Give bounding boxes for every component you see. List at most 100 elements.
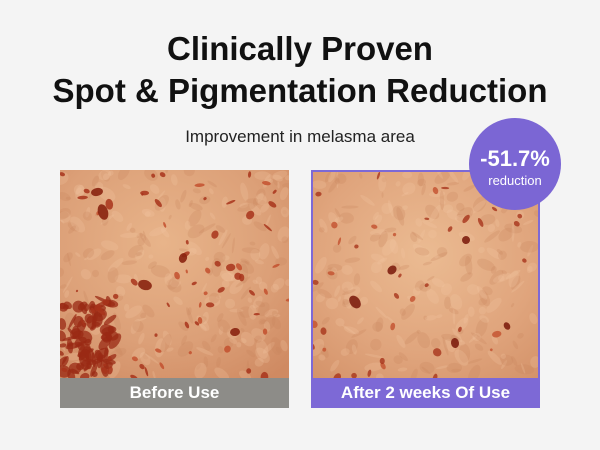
pigment-spot — [78, 343, 91, 359]
pigment-spot — [102, 173, 110, 181]
pigment-spot — [351, 329, 367, 338]
pigment-spot — [428, 229, 437, 239]
pigment-spot — [159, 172, 166, 178]
pigment-spot — [335, 318, 345, 327]
pigment-spot — [208, 188, 214, 195]
pigment-spot — [60, 336, 66, 352]
pigment-spot — [207, 180, 218, 188]
pigment-spot — [344, 257, 361, 263]
pigment-spot — [522, 258, 527, 263]
pigment-spot — [60, 219, 65, 224]
pigment-spot — [235, 263, 243, 271]
pigment-spot — [136, 233, 144, 239]
pigment-spot — [83, 188, 90, 194]
pigment-spot — [446, 362, 463, 373]
pigment-spot — [71, 325, 80, 338]
pigment-spot — [378, 231, 388, 248]
pigment-spot — [239, 260, 255, 274]
pigment-spot — [91, 321, 101, 327]
pigment-spot — [85, 206, 91, 218]
pigment-spot — [165, 170, 169, 174]
pigment-spot — [414, 247, 430, 256]
pigment-spot — [160, 333, 172, 353]
pigment-spot — [137, 237, 145, 246]
pigment-spot — [482, 286, 493, 296]
pigment-spot — [91, 175, 99, 187]
pigment-spot — [462, 214, 470, 224]
pigment-spot — [62, 356, 69, 367]
pigment-spot — [328, 172, 336, 183]
badge-label: reduction — [488, 173, 541, 188]
pigment-spot — [144, 367, 149, 377]
pigment-spot — [527, 262, 537, 272]
pigment-spot — [223, 337, 234, 349]
pigment-spot — [115, 286, 126, 297]
pigment-spot — [520, 240, 538, 253]
pigment-spot — [170, 278, 181, 288]
pigment-spot — [135, 317, 147, 322]
pigment-spot — [77, 195, 88, 200]
pigment-spot — [512, 340, 519, 350]
pigment-spot — [349, 295, 361, 309]
pigment-spot — [201, 283, 207, 293]
pigment-spot — [199, 323, 207, 332]
pigment-spot — [425, 204, 440, 220]
pigment-spot — [393, 355, 403, 365]
pigment-spot — [417, 332, 431, 349]
pigment-spot — [458, 343, 471, 363]
pigment-spot — [107, 325, 115, 333]
pigment-spot — [221, 272, 236, 282]
pigment-spot — [100, 250, 115, 261]
pigment-spot — [128, 245, 144, 258]
pigment-spot — [107, 170, 114, 176]
pigment-spot — [231, 237, 235, 254]
pigment-spot — [404, 331, 420, 345]
pigment-spot — [370, 280, 383, 293]
pigment-spot — [197, 316, 203, 324]
badge: -51.7% reduction — [469, 118, 561, 210]
pigment-spot — [360, 194, 375, 206]
pigment-spot — [470, 200, 486, 214]
pigment-spot — [255, 193, 267, 206]
pigment-spot — [252, 295, 263, 309]
pigment-spot — [260, 371, 269, 378]
pigment-spot — [163, 222, 167, 228]
pigment-spot — [254, 357, 264, 367]
pigment-spot — [188, 209, 202, 227]
pigment-spot — [415, 218, 423, 227]
pigment-spot — [341, 205, 359, 209]
pigment-spot — [264, 315, 276, 330]
pigment-spot — [83, 290, 90, 306]
pigment-spot — [448, 308, 459, 315]
pigment-spot — [248, 304, 257, 320]
pigment-spot — [185, 240, 189, 245]
pigment-spot — [194, 183, 205, 187]
pigment-spot — [496, 249, 503, 255]
pigment-spot — [141, 208, 155, 217]
pigment-spot — [351, 344, 357, 355]
pigment-spot — [372, 321, 383, 332]
pigment-spot — [477, 258, 496, 271]
pigment-spot — [166, 347, 174, 352]
pigment-spot — [168, 214, 172, 220]
pigment-spot — [364, 362, 384, 372]
pigment-spot — [167, 276, 180, 290]
pigment-spot — [237, 203, 256, 212]
pigment-spot — [130, 318, 141, 334]
pigment-spot — [343, 326, 359, 335]
pigment-spot — [247, 297, 253, 303]
pigment-spot — [100, 170, 110, 182]
pigment-spot — [424, 315, 437, 321]
pigment-spot — [218, 326, 224, 335]
pigment-spot — [241, 247, 261, 254]
pigment-spot — [410, 368, 418, 378]
pigment-spot — [371, 224, 378, 229]
pigment-spot — [510, 303, 515, 308]
pigment-spot — [68, 314, 77, 329]
pigment-spot — [393, 292, 400, 299]
pigment-spot — [246, 349, 256, 358]
pigment-spot — [65, 196, 72, 200]
pigment-spot — [387, 265, 397, 275]
pigment-spot — [337, 237, 342, 246]
pigment-spot — [117, 170, 130, 180]
